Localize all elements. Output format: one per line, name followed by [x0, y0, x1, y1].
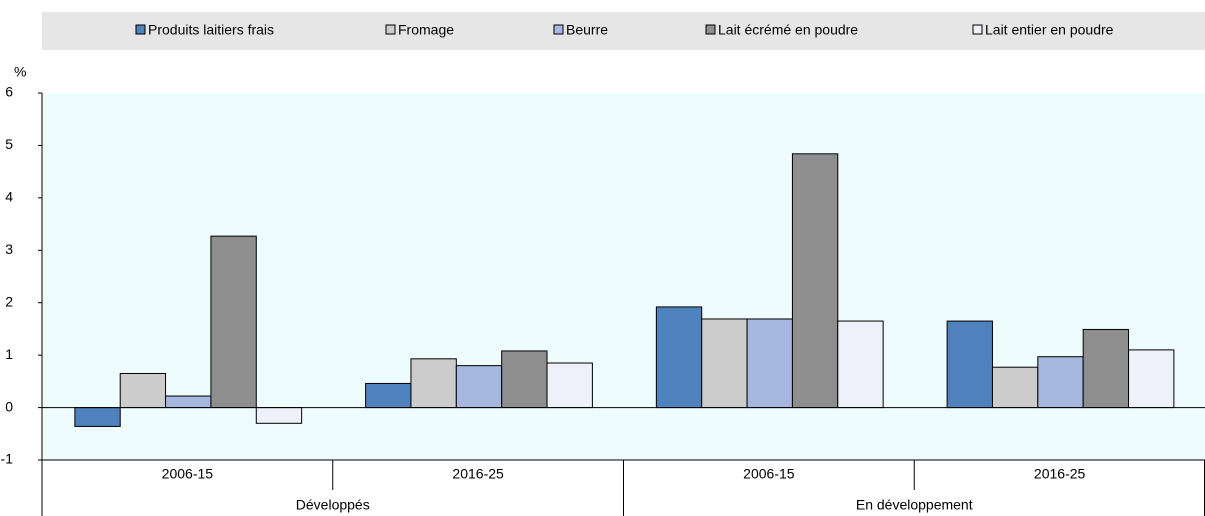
legend-label: Fromage [398, 22, 454, 38]
bar [255, 407, 303, 424]
x-tick-label: 2016-25 [452, 466, 504, 482]
bar [837, 320, 884, 409]
legend-label: Beurre [566, 22, 608, 38]
bar [655, 306, 703, 409]
x-tick-label: 2006-15 [162, 466, 214, 482]
legend-marker [553, 24, 564, 35]
bar [410, 358, 457, 409]
legend-marker [705, 24, 716, 35]
legend-label: Lait entier en poudre [985, 22, 1114, 38]
y-tick-label: 1 [5, 346, 13, 362]
group-label: En développement [856, 497, 973, 513]
bar [1037, 356, 1084, 409]
bar [501, 350, 548, 409]
legend-background [42, 12, 1205, 50]
bar [1128, 349, 1175, 409]
x-tick-label: 2006-15 [743, 466, 795, 482]
y-tick-label: 5 [5, 136, 13, 152]
y-tick-label: -1 [1, 451, 14, 467]
y-axis-label: % [14, 64, 26, 80]
legend-marker [972, 24, 983, 35]
bar [946, 320, 993, 409]
bar [991, 366, 1039, 409]
group-label: Développés [296, 497, 370, 513]
bar [365, 382, 412, 409]
y-tick-label: 6 [5, 84, 13, 100]
y-tick-label: 0 [5, 398, 13, 414]
bar [1082, 328, 1130, 409]
legend-marker [385, 24, 396, 35]
y-tick-label: 2 [5, 293, 13, 309]
legend-label: Produits laitiers frais [148, 22, 274, 38]
legend-marker [135, 24, 146, 35]
bar [119, 372, 167, 409]
bar [746, 318, 793, 409]
legend-label: Lait écrémé en poudre [718, 22, 858, 38]
bar [455, 365, 503, 409]
bar [791, 153, 839, 409]
bar [701, 318, 748, 409]
bar [165, 395, 212, 409]
bar [74, 407, 121, 427]
x-tick-label: 2016-25 [1034, 466, 1086, 482]
y-tick-label: 3 [5, 241, 13, 257]
bar [546, 362, 593, 409]
y-tick-label: 4 [5, 189, 13, 205]
bar [210, 235, 257, 409]
